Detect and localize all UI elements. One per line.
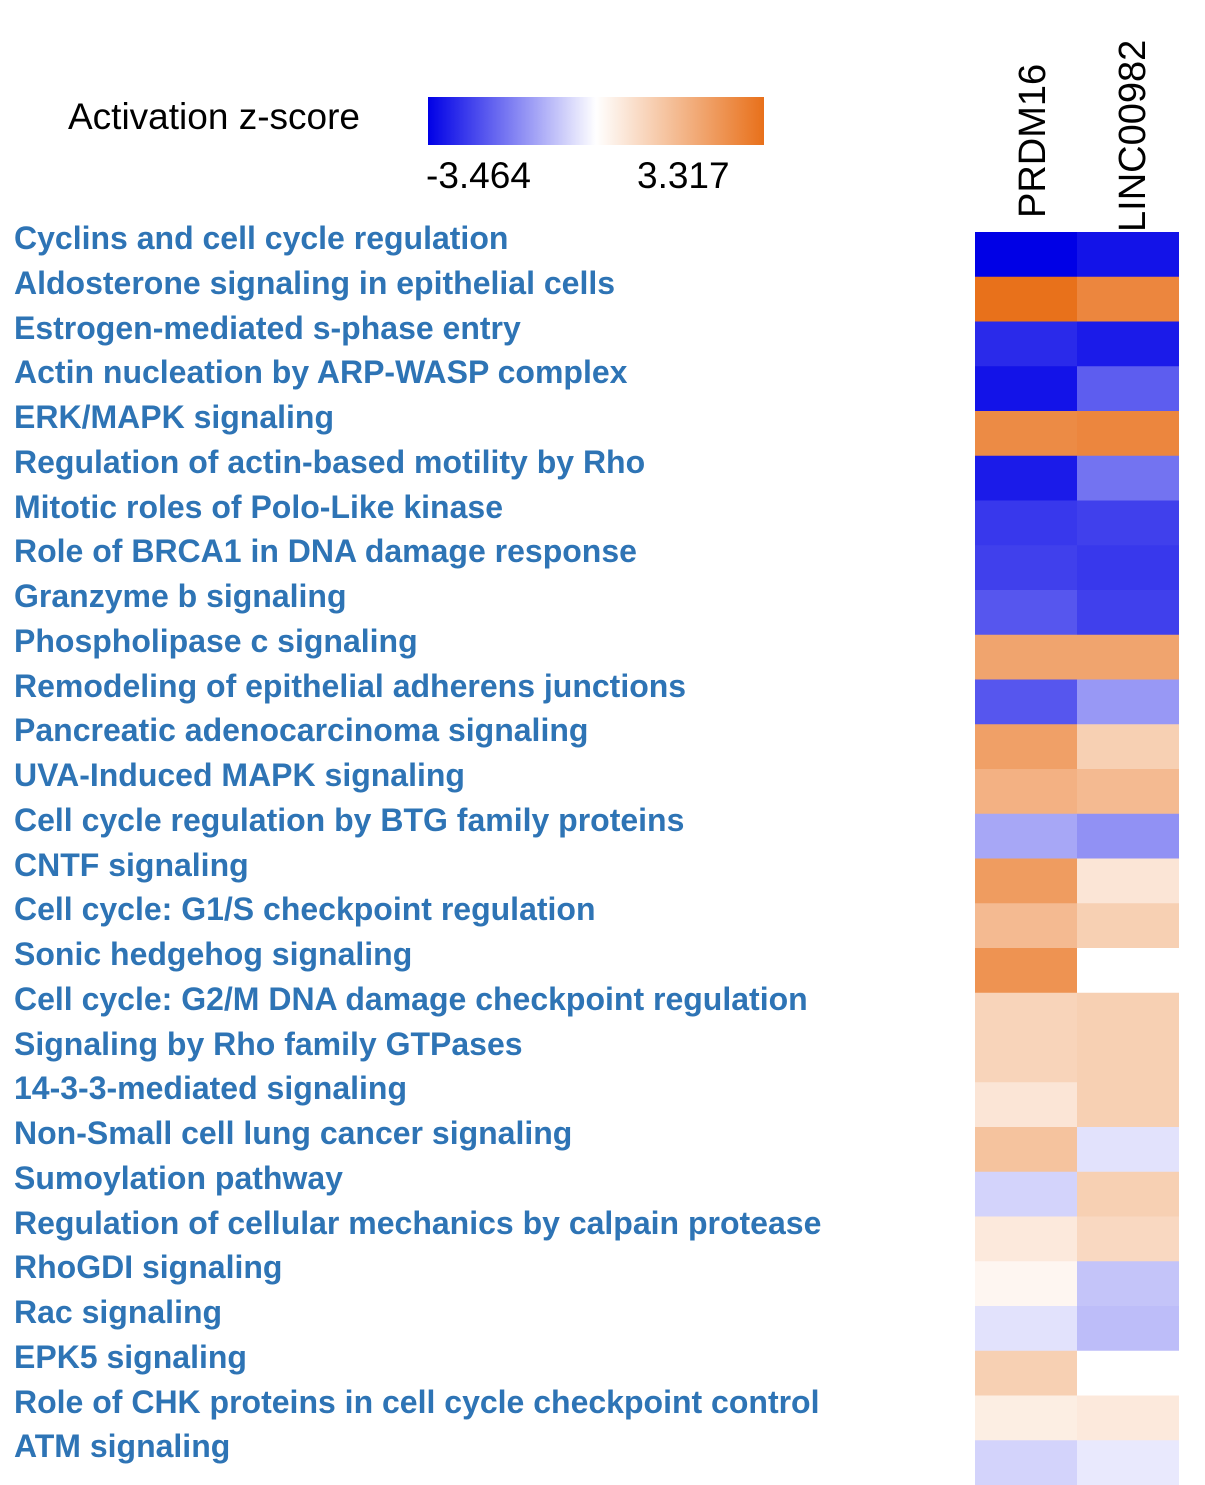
row-label: EPK5 signaling [14, 1338, 247, 1375]
heatmap-cell [1077, 634, 1179, 680]
row-label: Mitotic roles of Polo-Like kinase [14, 488, 503, 525]
heatmap-cell [975, 500, 1077, 546]
heatmap-cell [1077, 679, 1179, 725]
heatmap-cell [1077, 1440, 1179, 1485]
row-label: Regulation of cellular mechanics by calp… [14, 1204, 822, 1241]
heatmap-cell [1077, 769, 1179, 815]
heatmap-cell [975, 1037, 1077, 1083]
row-label: Phospholipase c signaling [14, 622, 418, 659]
heatmap-cell [1077, 455, 1179, 501]
heatmap-cell [1077, 724, 1179, 770]
row-label: Role of CHK proteins in cell cycle check… [14, 1383, 820, 1420]
heatmap-cell [1077, 232, 1179, 278]
heatmap-cell [1077, 1306, 1179, 1352]
heatmap-cell [1077, 1037, 1179, 1083]
row-label: Remodeling of epithelial adherens juncti… [14, 667, 687, 704]
heatmap-cell [1077, 321, 1179, 367]
column-label-prdm16: PRDM16 [1012, 63, 1054, 218]
heatmap-cell [1077, 1261, 1179, 1307]
heatmap-cell [975, 321, 1077, 367]
row-label: RhoGDI signaling [14, 1249, 283, 1286]
heatmap-cell [1077, 411, 1179, 457]
heatmap-cell [1077, 1127, 1179, 1173]
heatmap-cell [975, 813, 1077, 859]
row-label: ATM signaling [14, 1428, 231, 1465]
row-label: Cell cycle: G1/S checkpoint regulation [14, 891, 596, 928]
heatmap-cell [975, 545, 1077, 591]
heatmap-cell [1077, 1216, 1179, 1262]
row-label: Pancreatic adenocarcinoma signaling [14, 712, 589, 749]
heatmap-cell [975, 769, 1077, 815]
colorbar-max-label: 3.317 [637, 155, 730, 196]
heatmap-cell [975, 1171, 1077, 1217]
row-label: Sonic hedgehog signaling [14, 936, 413, 972]
heatmap-cell [975, 1306, 1077, 1352]
heatmap-cell [1077, 813, 1179, 859]
colorbar [428, 97, 764, 145]
row-label: CNTF signaling [14, 846, 249, 883]
heatmap-cell [1077, 276, 1179, 322]
heatmap-cell [975, 232, 1077, 278]
heatmap-cell [975, 724, 1077, 770]
row-label: Non-Small cell lung cancer signaling [14, 1115, 573, 1151]
heatmap-cell [975, 1216, 1077, 1262]
heatmap-cell [1077, 500, 1179, 546]
heatmap-cell [975, 992, 1077, 1038]
row-label: Actin nucleation by ARP-WASP complex [14, 354, 628, 391]
heatmap-cell [975, 455, 1077, 501]
heatmap-cell [1077, 545, 1179, 591]
column-label-linc00982: LINC00982 [1112, 39, 1154, 232]
heatmap-cell [975, 903, 1077, 949]
row-label: Aldosterone signaling in epithelial cell… [14, 264, 616, 301]
heatmap-cell [975, 1127, 1077, 1173]
heatmap-cell [1077, 858, 1179, 904]
heatmap-cell [1077, 366, 1179, 412]
heatmap-cell [975, 366, 1077, 412]
row-label: Granzyme b signaling [14, 578, 347, 614]
heatmap-cell [1077, 590, 1179, 636]
row-label: 14-3-3-mediated signaling [14, 1070, 407, 1107]
row-label: Rac signaling [14, 1294, 223, 1330]
row-label: Role of BRCA1 in DNA damage response [14, 533, 637, 570]
heatmap-cell [975, 1261, 1077, 1307]
heatmap-cell [975, 679, 1077, 725]
heatmap [975, 232, 1179, 1485]
row-label: Cell cycle regulation by BTG family prot… [14, 801, 685, 838]
row-label: Cell cycle: G2/M DNA damage checkpoint r… [14, 980, 808, 1017]
heatmap-cell [1077, 992, 1179, 1038]
heatmap-cell [975, 1440, 1077, 1485]
heatmap-cell [975, 1350, 1077, 1396]
heatmap-cell [1077, 948, 1179, 994]
heatmap-cell [1077, 1395, 1179, 1441]
row-label: Estrogen-mediated s-phase entry [14, 309, 521, 346]
heatmap-cell [975, 858, 1077, 904]
row-label: UVA-Induced MAPK signaling [14, 757, 465, 793]
heatmap-cell [975, 1395, 1077, 1441]
colorbar-gradient [428, 97, 764, 145]
row-label: ERK/MAPK signaling [14, 399, 335, 435]
heatmap-cell [1077, 1082, 1179, 1128]
heatmap-cell [975, 948, 1077, 994]
row-label: Regulation of actin-based motility by Rh… [14, 443, 646, 480]
heatmap-cell [975, 634, 1077, 680]
row-label: Sumoylation pathway [14, 1159, 343, 1196]
heatmap-cell [975, 590, 1077, 636]
heatmap-cell [975, 276, 1077, 322]
heatmap-cell [1077, 1171, 1179, 1217]
heatmap-cell [1077, 903, 1179, 949]
heatmap-cell [1077, 1350, 1179, 1396]
heatmap-cell [975, 411, 1077, 457]
heatmap-cell [975, 1082, 1077, 1128]
row-label: Signaling by Rho family GTPases [14, 1025, 523, 1062]
row-label: Cyclins and cell cycle regulation [14, 220, 509, 256]
colorbar-min-label: -3.464 [426, 155, 531, 196]
legend-title: Activation z-score [68, 96, 360, 137]
